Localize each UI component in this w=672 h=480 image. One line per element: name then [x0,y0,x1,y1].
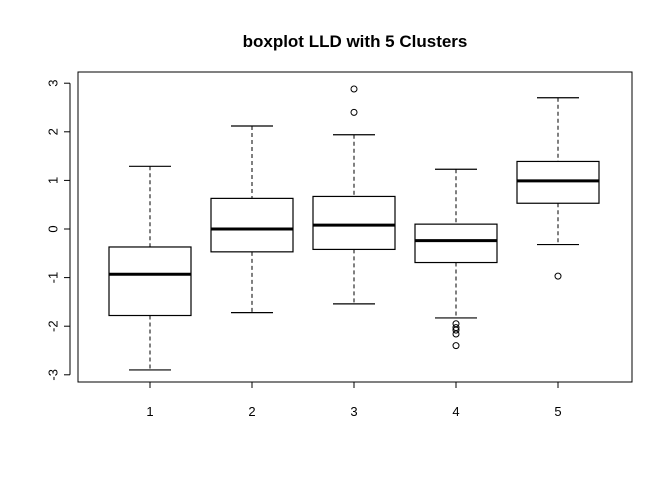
x-axis: 1 2 3 4 5 [146,381,562,419]
outlier-point [452,330,460,338]
y-tick-label: 0 [46,225,61,232]
y-tick-label: -2 [46,320,61,332]
y-tick-label: -3 [46,369,61,381]
y-tick-label: -1 [46,272,61,284]
outlier-point [350,85,358,93]
box-series [108,85,600,371]
box [312,195,396,251]
chart-title: boxplot LLD with 5 Clusters [243,32,468,51]
box-group-3 [312,85,396,305]
outlier-point [350,108,358,116]
outlier-point [452,326,460,334]
y-tick-label: 3 [46,80,61,87]
box [414,223,498,264]
box [210,197,294,253]
outlier-point [452,342,460,350]
box-group-5 [516,97,600,280]
y-axis: -3 -2 -1 0 1 2 3 [46,80,71,381]
box-group-1 [108,165,192,371]
box-group-4 [414,168,498,350]
x-tick-label: 4 [452,404,459,419]
outlier-point [554,272,562,280]
x-tick-label: 3 [350,404,357,419]
y-tick-label: 2 [46,128,61,135]
y-tick-label: 1 [46,177,61,184]
x-tick-label: 2 [248,404,255,419]
box [108,246,192,317]
x-tick-label: 5 [554,404,561,419]
box-group-2 [210,125,294,314]
x-tick-label: 1 [146,404,153,419]
